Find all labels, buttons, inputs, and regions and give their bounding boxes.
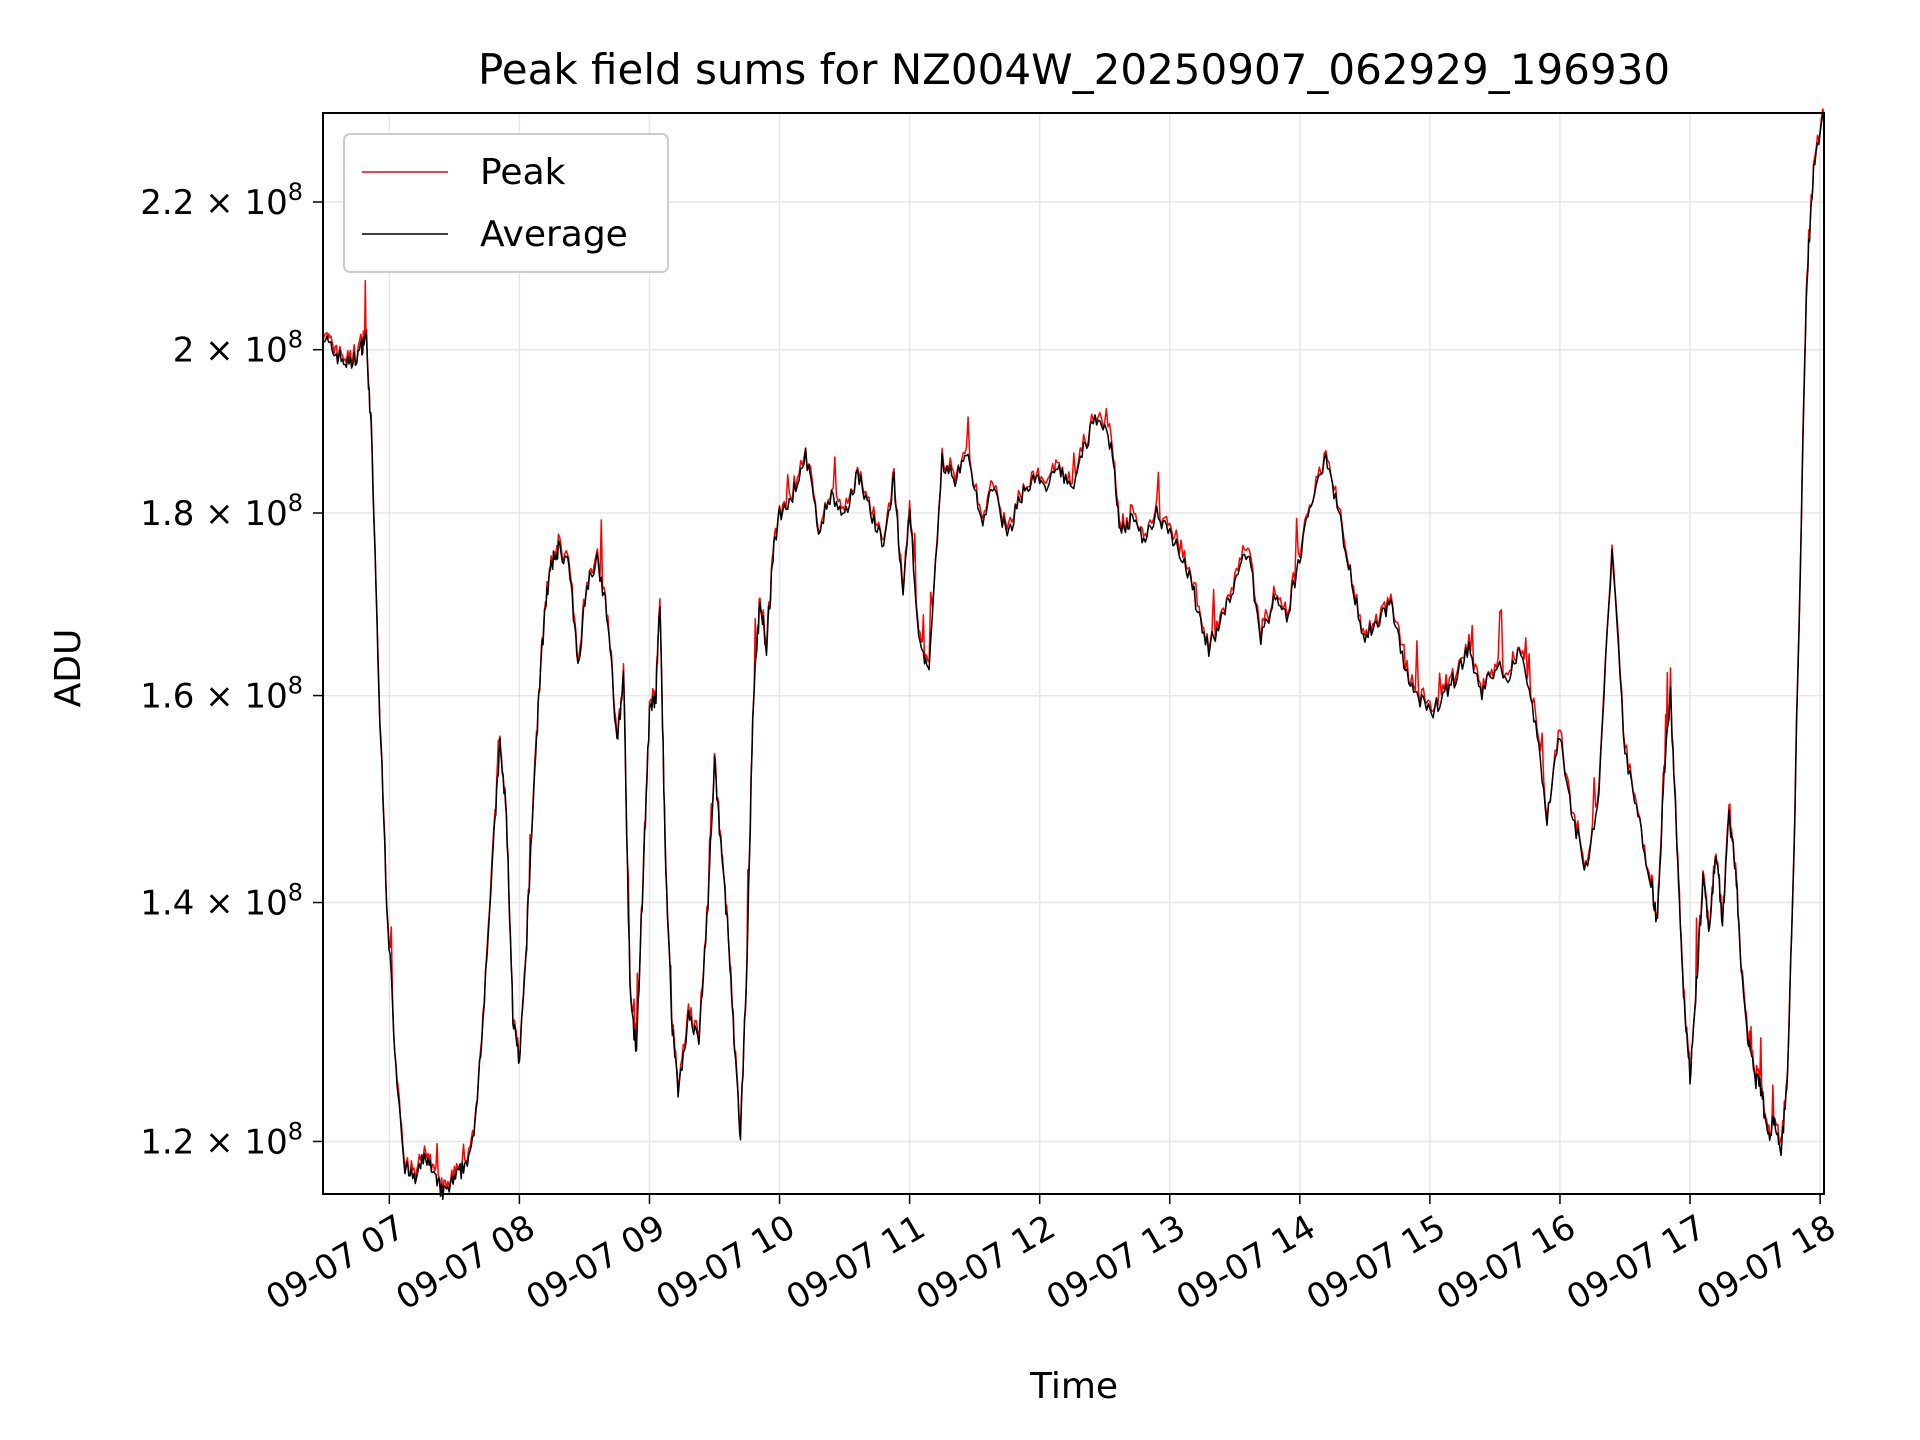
y-tick-label: 1.8 × 108 xyxy=(140,489,303,534)
legend: Peak Average xyxy=(343,133,669,273)
series-layer xyxy=(322,108,1825,1201)
y-tick-label: 2.2 × 108 xyxy=(140,178,303,223)
y-tick-label: 1.2 × 108 xyxy=(140,1117,303,1162)
plot-frame xyxy=(322,112,1825,1195)
legend-label-peak: Peak xyxy=(480,152,566,193)
y-tick-label: 1.6 × 108 xyxy=(140,672,303,717)
legend-box xyxy=(343,133,669,273)
x-axis-label: Time xyxy=(1029,1366,1118,1407)
chart-title: Peak field sums for NZ004W_20250907_0629… xyxy=(478,45,1670,94)
y-tick-label: 2 × 108 xyxy=(173,326,303,371)
y-axis-label: ADU xyxy=(48,629,89,708)
grid xyxy=(323,113,1824,1194)
y-tick-label: 1.4 × 108 xyxy=(140,879,303,924)
series-line-average xyxy=(322,112,1825,1201)
legend-label-average: Average xyxy=(480,214,628,255)
